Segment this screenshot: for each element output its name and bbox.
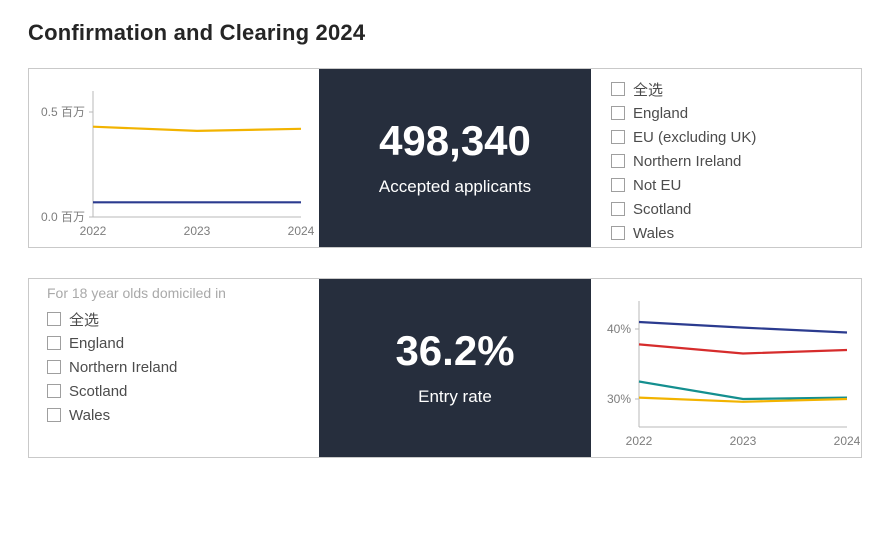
accepted-filter-item[interactable]: Scotland (611, 197, 847, 221)
entry-filter-panel: For 18 year olds domiciled in 全选 England N… (29, 279, 319, 457)
filter-label: 全选 (633, 79, 663, 100)
accepted-kpi-value: 498,340 (379, 119, 531, 163)
x-tick-label: 2024 (834, 434, 861, 448)
y-tick-label: 0.5 百万 (41, 105, 85, 119)
entry-chart-panel: 30% 40% 2022 2023 2024 (591, 279, 863, 457)
x-tick-label: 2022 (626, 434, 653, 448)
series-Scotland (639, 382, 847, 400)
checkbox-icon[interactable] (47, 408, 61, 422)
filter-label: EU (excluding UK) (633, 129, 756, 146)
accepted-kpi-panel: 498,340 Accepted applicants (319, 69, 591, 247)
entry-filter-item[interactable]: Scotland (47, 379, 305, 403)
filter-label: England (633, 105, 688, 122)
accepted-filter-item[interactable]: 全选 (611, 77, 847, 101)
checkbox-icon[interactable] (611, 154, 625, 168)
x-tick-label: 2022 (80, 224, 107, 238)
filter-label: Wales (633, 225, 674, 242)
checkbox-icon[interactable] (611, 178, 625, 192)
checkbox-icon[interactable] (611, 130, 625, 144)
checkbox-icon[interactable] (47, 312, 61, 326)
checkbox-icon[interactable] (47, 360, 61, 374)
accepted-filter-item[interactable]: England (611, 101, 847, 125)
entry-kpi-panel: 36.2% Entry rate (319, 279, 591, 457)
series-Northern Ireland (639, 344, 847, 353)
series-accepted (93, 127, 301, 131)
filter-label: Northern Ireland (69, 359, 177, 376)
filter-label: Scotland (633, 201, 691, 218)
filter-label: Wales (69, 407, 110, 424)
accepted-filter-item[interactable]: Wales (611, 221, 847, 245)
y-tick-label: 30% (607, 392, 631, 406)
entry-filter-item[interactable]: England (47, 331, 305, 355)
entry-kpi-label: Entry rate (418, 387, 492, 407)
entry-filter-title: For 18 year olds domiciled in (47, 285, 305, 301)
page-title: Confirmation and Clearing 2024 (28, 20, 862, 46)
checkbox-icon[interactable] (611, 202, 625, 216)
filter-label: Northern Ireland (633, 153, 741, 170)
x-tick-label: 2023 (730, 434, 757, 448)
accepted-chart-panel: 0.0 百万 0.5 百万 2022 2023 2024 (29, 69, 319, 247)
filter-label: 全选 (69, 309, 99, 330)
filter-label: Scotland (69, 383, 127, 400)
checkbox-icon[interactable] (47, 384, 61, 398)
checkbox-icon[interactable] (611, 82, 625, 96)
accepted-filter-item[interactable]: Northern Ireland (611, 149, 847, 173)
filter-label: England (69, 335, 124, 352)
accepted-filter-item[interactable]: Not EU (611, 173, 847, 197)
filter-label: Not EU (633, 177, 681, 194)
y-tick-label: 40% (607, 322, 631, 336)
entry-rate-card: For 18 year olds domiciled in 全选 England N… (28, 278, 862, 458)
series-England (639, 322, 847, 333)
entry-filter-item[interactable]: Northern Ireland (47, 355, 305, 379)
entry-filter-item[interactable]: 全选 (47, 307, 305, 331)
accepted-filter-panel: 全选 England EU (excluding UK) Northern Irela… (591, 69, 861, 247)
checkbox-icon[interactable] (611, 226, 625, 240)
entry-kpi-value: 36.2% (395, 329, 514, 373)
accepted-applicants-card: 0.0 百万 0.5 百万 2022 2023 2024 498,340 Accepte… (28, 68, 862, 248)
entry-filter-item[interactable]: Wales (47, 403, 305, 427)
accepted-kpi-label: Accepted applicants (379, 177, 531, 197)
checkbox-icon[interactable] (611, 106, 625, 120)
y-tick-label: 0.0 百万 (41, 210, 85, 224)
x-tick-label: 2023 (184, 224, 211, 238)
x-tick-label: 2024 (288, 224, 315, 238)
checkbox-icon[interactable] (47, 336, 61, 350)
accepted-filter-item[interactable]: EU (excluding UK) (611, 125, 847, 149)
